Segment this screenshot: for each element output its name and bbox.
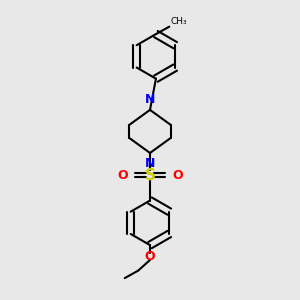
Text: S: S: [145, 168, 155, 183]
Text: O: O: [172, 169, 183, 182]
Text: O: O: [117, 169, 128, 182]
Text: N: N: [145, 157, 155, 170]
Text: N: N: [145, 93, 155, 106]
Text: CH₃: CH₃: [170, 17, 187, 26]
Text: O: O: [145, 250, 155, 263]
